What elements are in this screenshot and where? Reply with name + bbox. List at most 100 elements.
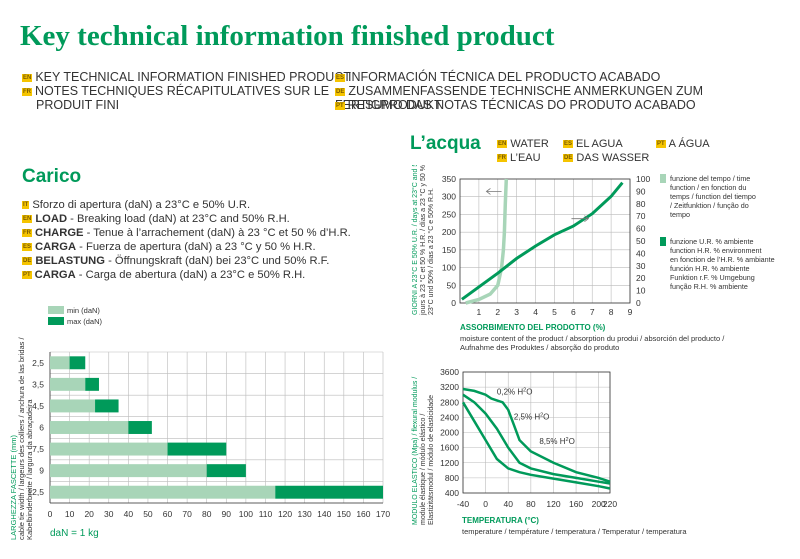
carico-line: ES CARGA - Fuerza de apertura (daN) a 23 … xyxy=(22,241,316,253)
bar-max xyxy=(206,464,246,478)
y-right-tick-label: 90 xyxy=(636,186,646,196)
lang-line-es: ES INFORMACIÓN TÉCNICA DEL PRODUCTO ACABA… xyxy=(335,70,661,84)
series-line xyxy=(462,393,611,485)
x-tick-label: 4 xyxy=(533,307,538,317)
page-title: Key technical information finished produ… xyxy=(20,20,555,52)
y-axis-title-line: 23°C und 50% / dias a 23 °C e 50% R.H. xyxy=(427,188,435,315)
y-right-tick-label: 30 xyxy=(636,261,646,271)
x-tick-label: 200 xyxy=(592,499,606,509)
y-left-tick-label: 250 xyxy=(442,209,456,219)
y-right-tick-label: 0 xyxy=(636,298,641,308)
legend-swatch-min xyxy=(48,306,64,314)
series-label: 0,2% H2O xyxy=(497,388,533,397)
y-tick-label: 2400 xyxy=(440,412,459,422)
x-tick-label: 10 xyxy=(65,509,75,519)
x-tick-label: 80 xyxy=(202,509,212,519)
bar-min xyxy=(50,485,276,499)
x-tick-label: 160 xyxy=(569,499,583,509)
legend-dark-line: função R.H. % ambiente xyxy=(670,282,748,291)
y-axis-title-line: Kabelbinderbreite / largura da abraçadei… xyxy=(25,399,34,540)
plot-frame xyxy=(459,178,631,304)
x-axis-subtitle: temperature / température / temperatura … xyxy=(462,527,687,536)
x-tick-label: 70 xyxy=(182,509,192,519)
legend-swatch-light xyxy=(660,174,666,183)
legend-label-max: max (daN) xyxy=(67,317,103,326)
y-tick-label: 2,5 xyxy=(32,358,44,368)
y-right-tick-label: 40 xyxy=(636,248,646,258)
y-tick-label: 2000 xyxy=(440,428,459,438)
x-tick-label: 0 xyxy=(48,509,53,519)
x-tick-label: 6 xyxy=(571,307,576,317)
flexural-modulus-chart: 400 800 1200 1600 2000 2400 2800 3200 3600 -40 0 40… xyxy=(412,367,687,536)
x-axis-title: ASSORBIMENTO DEL PRODOTTO (%) xyxy=(460,323,606,332)
y-tick-label: 7,5 xyxy=(32,444,44,454)
legend-dark-line: function H.R. % environment xyxy=(670,246,761,255)
y-right-tick-label: 50 xyxy=(636,236,646,246)
lang-line-en: EN KEY TECHNICAL INFORMATION FINISHED PRO… xyxy=(22,70,351,84)
x-tick-label: 3 xyxy=(514,307,519,317)
y-axis-title-line: Elastizitätsmodul / módulo de elasticida… xyxy=(428,395,435,525)
x-tick-label: 160 xyxy=(356,509,370,519)
x-tick-label: -40 xyxy=(457,499,470,509)
y-left-tick-label: 0 xyxy=(451,298,456,308)
series-label: 2,5% H2O xyxy=(514,412,550,421)
series-line xyxy=(461,401,611,490)
bar-max xyxy=(275,485,383,499)
x-tick-label: 170 xyxy=(376,509,390,519)
y-tick-label: 3,5 xyxy=(32,379,44,389)
legend-light-line: tempo xyxy=(670,210,690,219)
y-tick-label: 1200 xyxy=(440,458,459,468)
x-tick-label: 120 xyxy=(278,509,292,519)
x-tick-label: 50 xyxy=(143,509,153,519)
carico-bar-chart: 0 10 20 30 40 50 60 70 80 90 100 110 120 130 140 150 160… xyxy=(9,306,390,540)
y-tick-label: 3200 xyxy=(440,382,459,392)
y-left-tick-label: 100 xyxy=(442,263,456,273)
x-tick-label: 8 xyxy=(609,307,614,317)
bar-max xyxy=(167,442,227,456)
carico-line: FR CHARGE - Tenue à l’arrachement (daN) à… xyxy=(22,227,351,239)
series-line xyxy=(462,387,611,483)
x-tick-label: 60 xyxy=(163,509,173,519)
x-tick-label: 130 xyxy=(298,509,312,519)
y-axis-title-line: jours à 23 °C et 50 % H.R. / días a 23 °… xyxy=(419,165,427,316)
x-axis-title: TEMPERATURA (°C) xyxy=(462,516,539,525)
y-tick-label: 400 xyxy=(445,488,459,498)
series-line xyxy=(461,181,624,301)
bar-min xyxy=(50,377,86,391)
y-axis-title-line: LARGHEZZA FASCETTE (mm) xyxy=(9,434,18,540)
bar-min xyxy=(50,464,207,478)
arrow-right xyxy=(571,215,590,222)
x-tick-label: 80 xyxy=(526,499,536,509)
plot-frame xyxy=(462,371,611,494)
lang-line-fr: FR NOTES TECHNIQUES RÉCAPITULATIVES SUR L… xyxy=(22,84,330,98)
bar-max xyxy=(128,421,152,434)
x-tick-label: 5 xyxy=(552,307,557,317)
y-tick-label: 9 xyxy=(39,466,44,476)
y-right-tick-label: 60 xyxy=(636,224,646,234)
x-axis-subtitle: Aufnahme des Produktes / absorção do pro… xyxy=(460,343,619,352)
bar-min xyxy=(50,421,129,434)
legend-light-line: function / en fonction du xyxy=(670,183,746,192)
y-tick-label: 1600 xyxy=(440,443,459,453)
y-axis-title: GIORNI A 23°C E 50% U.R. / days at 23°C … xyxy=(411,165,435,316)
carico-line: PT CARGA - Carga de abertura (daN) a 23°C… xyxy=(22,269,306,281)
bar-min xyxy=(50,399,96,413)
y-axis-title-line: cable tie width / largeurs des colliers … xyxy=(17,336,26,540)
carico-line: EN LOAD - Breaking load (daN) at 23°C and… xyxy=(22,213,290,225)
footnote: daN = 1 kg xyxy=(50,528,99,539)
x-tick-label: 100 xyxy=(239,509,253,519)
y-right-tick-label: 100 xyxy=(636,174,650,184)
bar-max xyxy=(85,377,99,391)
series-line xyxy=(465,178,509,305)
x-tick-label: 140 xyxy=(317,509,331,519)
y-right-tick-label: 70 xyxy=(636,211,646,221)
x-tick-label: 7 xyxy=(590,307,595,317)
lacqua-lang: EN WATER xyxy=(497,138,549,150)
y-tick-label: 6 xyxy=(39,423,44,433)
lacqua-lang: DE DAS WASSER xyxy=(563,152,650,164)
y-right-tick-label: 10 xyxy=(636,286,646,296)
legend-label-min: min (daN) xyxy=(67,306,100,315)
x-tick-label: 90 xyxy=(222,509,232,519)
lang-line-de: DE ZUSAMMENFASSENDE TECHNISCHE ANMERKUNGE… xyxy=(335,84,704,112)
